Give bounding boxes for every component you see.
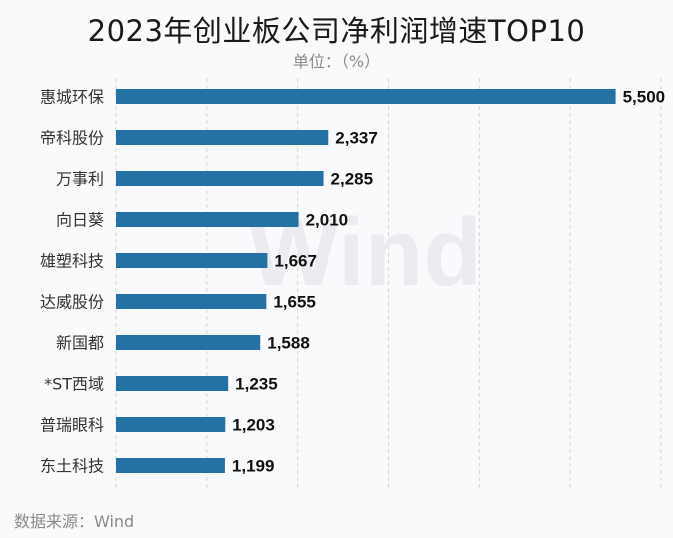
value-label: 1,655 <box>273 293 316 312</box>
value-label: 1,588 <box>267 334 310 353</box>
data-source: 数据来源：Wind <box>14 512 135 531</box>
bar <box>116 294 267 309</box>
bar <box>116 212 299 227</box>
category-label: *ST西域 <box>44 375 104 394</box>
value-label: 2,337 <box>335 129 378 148</box>
value-label: 1,203 <box>232 416 275 435</box>
unit-label: 单位：（%） <box>292 52 381 71</box>
category-label: 达威股份 <box>40 293 104 312</box>
category-label: 帝科股份 <box>40 129 104 148</box>
bar <box>116 89 616 104</box>
category-label: 普瑞眼科 <box>40 416 104 435</box>
bar <box>116 376 229 391</box>
category-label: 向日葵 <box>56 211 104 230</box>
value-label: 1,199 <box>232 457 275 476</box>
bar <box>116 253 268 268</box>
category-label: 东土科技 <box>40 457 104 476</box>
value-label: 2,010 <box>306 211 349 230</box>
category-label: 新国都 <box>56 334 104 353</box>
bar <box>116 335 261 350</box>
value-label: 1,667 <box>274 252 317 271</box>
category-label: 雄塑科技 <box>40 252 104 271</box>
value-label: 1,235 <box>235 375 278 394</box>
value-label: 5,500 <box>623 88 666 107</box>
value-label: 2,285 <box>331 170 374 189</box>
bar <box>116 171 324 186</box>
bar <box>116 417 226 432</box>
chart-title: 2023年创业板公司净利润增速TOP10 <box>87 14 586 48</box>
bar <box>116 458 225 473</box>
bar <box>116 130 329 145</box>
category-label: 万事利 <box>56 170 104 189</box>
category-label: 惠城环保 <box>40 88 104 107</box>
